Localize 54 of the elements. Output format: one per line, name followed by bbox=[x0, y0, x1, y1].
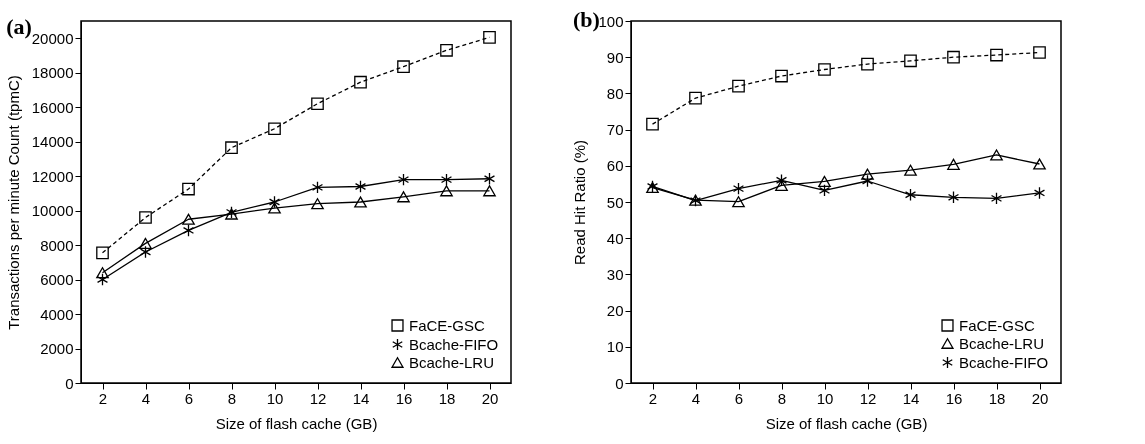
y-tick-label: 2000 bbox=[40, 340, 74, 358]
x-tick-label: 10 bbox=[816, 389, 834, 407]
y-axis-title: Transactions per minute Count (tpmC) bbox=[4, 75, 22, 330]
y-tick-label: 70 bbox=[606, 121, 624, 139]
x-tick-label: 16 bbox=[395, 389, 413, 407]
y-tick-label: 30 bbox=[606, 265, 624, 283]
y-tick-label: 14000 bbox=[31, 133, 74, 151]
y-axis-title: Read Hit Ratio (%) bbox=[571, 139, 589, 266]
y-tick-label: 0 bbox=[615, 374, 624, 392]
x-tick-label: 20 bbox=[481, 389, 499, 407]
x-tick-label: 8 bbox=[227, 389, 237, 407]
x-tick-label: 18 bbox=[988, 389, 1006, 407]
chart-title: (b) bbox=[572, 7, 600, 32]
legend-label: Bcache-LRU bbox=[959, 334, 1045, 352]
x-tick-label: 2 bbox=[98, 389, 108, 407]
legend-label: Bcache-FIFO bbox=[959, 353, 1049, 371]
y-tick-label: 8000 bbox=[40, 236, 74, 254]
x-tick-label: 16 bbox=[945, 389, 963, 407]
chart-title: (a) bbox=[6, 14, 32, 39]
x-tick-label: 6 bbox=[734, 389, 744, 407]
x-tick-label: 10 bbox=[266, 389, 284, 407]
y-tick-label: 20000 bbox=[31, 29, 74, 47]
y-tick-label: 18000 bbox=[31, 64, 74, 82]
y-tick-label: 40 bbox=[606, 229, 624, 247]
legend-label: Bcache-LRU bbox=[409, 353, 495, 371]
x-axis-title: Size of flash cache (GB) bbox=[765, 414, 928, 432]
y-tick-label: 16000 bbox=[31, 98, 74, 116]
y-tick-label: 50 bbox=[606, 193, 624, 211]
x-tick-label: 12 bbox=[859, 389, 877, 407]
y-tick-label: 10 bbox=[606, 338, 624, 356]
x-tick-label: 4 bbox=[691, 389, 701, 407]
y-tick-label: 12000 bbox=[31, 167, 74, 185]
x-tick-label: 18 bbox=[438, 389, 456, 407]
y-tick-label: 6000 bbox=[40, 271, 74, 289]
y-tick-label: 100 bbox=[598, 12, 624, 30]
legend-label: FaCE-GSC bbox=[959, 316, 1036, 334]
x-tick-label: 14 bbox=[352, 389, 370, 407]
y-tick-label: 90 bbox=[606, 48, 624, 66]
y-tick-label: 4000 bbox=[40, 305, 74, 323]
y-tick-label: 60 bbox=[606, 157, 624, 175]
x-tick-label: 20 bbox=[1031, 389, 1049, 407]
legend-label: Bcache-FIFO bbox=[409, 335, 499, 353]
x-tick-label: 8 bbox=[777, 389, 787, 407]
legend-label: FaCE-GSC bbox=[409, 316, 486, 334]
y-tick-label: 80 bbox=[606, 84, 624, 102]
y-tick-label: 20 bbox=[606, 302, 624, 320]
x-tick-label: 6 bbox=[184, 389, 194, 407]
y-tick-label: 10000 bbox=[31, 202, 74, 220]
y-tick-label: 0 bbox=[65, 374, 74, 392]
x-tick-label: 14 bbox=[902, 389, 920, 407]
x-tick-label: 2 bbox=[648, 389, 658, 407]
x-axis-title: Size of flash cache (GB) bbox=[215, 414, 378, 432]
x-tick-label: 12 bbox=[309, 389, 327, 407]
x-tick-label: 4 bbox=[141, 389, 151, 407]
